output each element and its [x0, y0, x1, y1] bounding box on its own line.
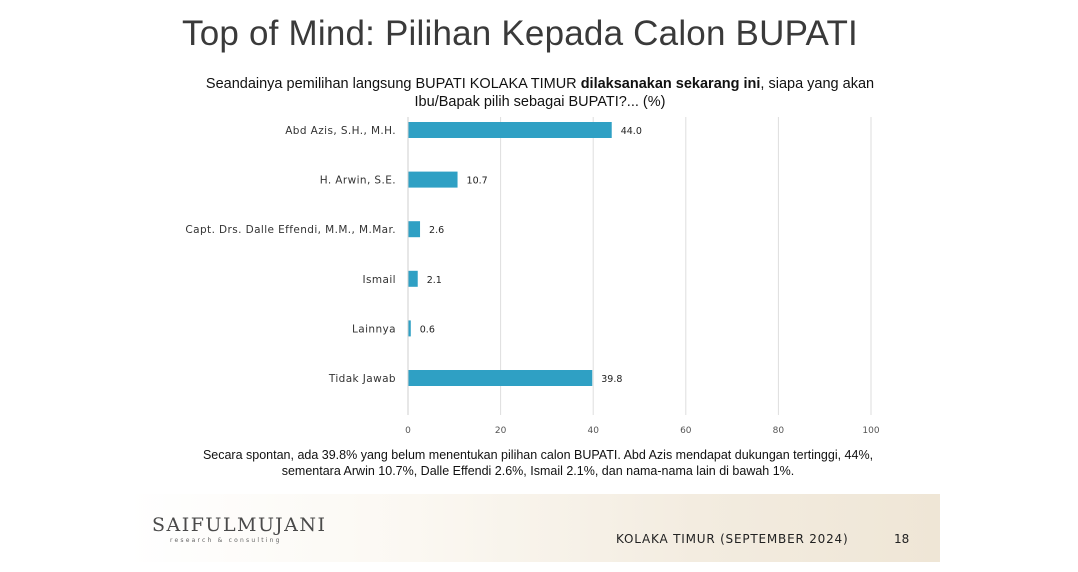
category-label: Capt. Drs. Dalle Effendi, M.M., M.Mar.: [185, 224, 396, 236]
bar: [408, 171, 458, 188]
company-logo: SAIFULMUJANI research & consulting: [152, 514, 326, 544]
data-label: 0.6: [420, 324, 435, 335]
logo-tagline: research & consulting: [170, 537, 282, 544]
data-label: 10.7: [467, 176, 488, 187]
bar: [408, 370, 593, 386]
category-label: H. Arwin, S.E.: [320, 175, 396, 187]
survey-question: Seandainya pemilihan langsung BUPATI KOL…: [180, 75, 900, 111]
bar: [408, 270, 418, 287]
x-tick-label: 60: [680, 426, 692, 436]
category-label: Lainnya: [352, 323, 396, 335]
footer-label: KOLAKA TIMUR (SEPTEMBER 2024): [616, 532, 849, 546]
category-label: Abd Azis, S.H., M.H.: [285, 125, 396, 137]
x-tick-label: 20: [495, 426, 507, 436]
page-number: 18: [894, 532, 910, 546]
summary-line-2: sementara Arwin 10.7%, Dalle Effendi 2.6…: [281, 464, 795, 478]
question-text-start: Seandainya pemilihan langsung BUPATI KOL…: [205, 76, 581, 92]
data-label: 44.0: [621, 126, 642, 137]
summary-text: Secara spontan, ada 39.8% yang belum men…: [188, 447, 888, 479]
footer-banner: SAIFULMUJANI research & consulting KOLAK…: [128, 494, 940, 562]
data-label: 2.1: [427, 275, 442, 286]
logo-wordmark: SAIFULMUJANI: [152, 514, 327, 536]
slide-title: Top of Mind: Pilihan Kepada Calon BUPATI: [182, 14, 858, 53]
category-label: Ismail: [363, 274, 396, 286]
x-tick-label: 40: [587, 426, 599, 436]
data-label: 39.8: [601, 374, 622, 385]
category-label: Tidak Jawab: [328, 373, 396, 385]
x-tick-label: 100: [862, 426, 879, 436]
summary-line-1: Secara spontan, ada 39.8% yang belum men…: [202, 448, 874, 462]
x-tick-label: 0: [405, 426, 411, 436]
data-label: 2.6: [429, 225, 444, 236]
bar: [408, 320, 411, 337]
bar: [408, 221, 421, 238]
bar: [408, 122, 612, 138]
x-tick-label: 80: [773, 426, 785, 436]
question-text-end: , siapa yang akan Ibu/Bapak pilih sebaga…: [414, 76, 875, 110]
question-text-bold: dilaksanakan sekarang ini: [580, 76, 761, 92]
